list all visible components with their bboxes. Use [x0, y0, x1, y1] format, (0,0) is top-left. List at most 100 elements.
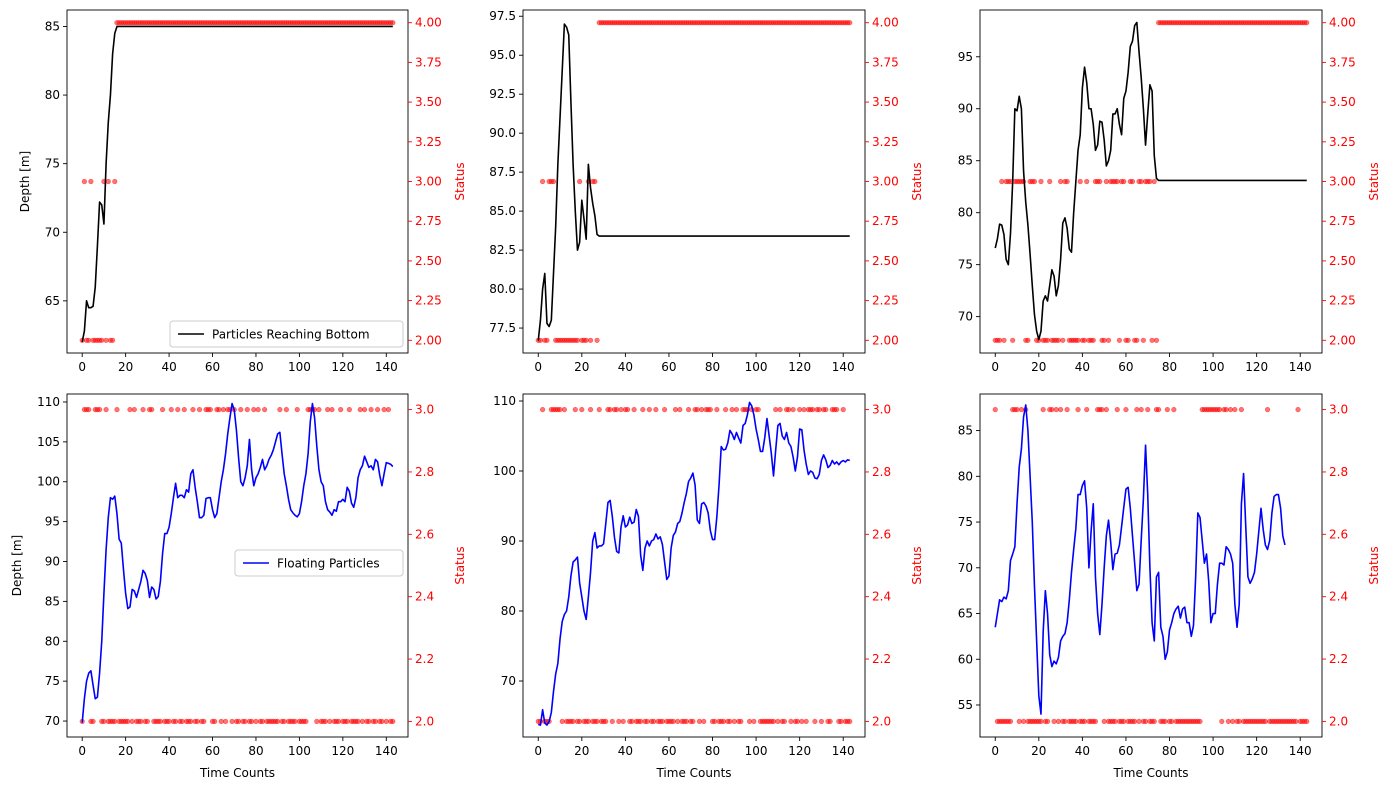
status-point [1217, 406, 1223, 413]
status-point [112, 718, 118, 725]
status-point [218, 718, 224, 725]
y-right-tick-label: 2.50 [1329, 254, 1356, 268]
y-right-tick-label: 2.50 [872, 254, 899, 268]
y-left-tick-label: 75 [45, 157, 60, 171]
status-point [96, 406, 103, 413]
y-left-tick-label: 75 [958, 258, 973, 272]
y-left-tick-label: 87.5 [489, 165, 516, 179]
status-point [1147, 178, 1153, 185]
status-point [1132, 718, 1138, 725]
status-point [572, 406, 578, 413]
status-point [594, 718, 600, 725]
legend: Floating Particles [234, 549, 404, 577]
status-point [999, 178, 1005, 185]
y-left-tick-label: 80 [501, 604, 516, 618]
status-point [212, 718, 218, 725]
x-tick-label: 140 [375, 360, 398, 374]
status-point [1129, 178, 1136, 185]
status-point [579, 406, 585, 413]
status-point [587, 406, 594, 413]
status-point [1153, 337, 1160, 343]
status-point [577, 178, 583, 185]
x-tick-label: 120 [331, 744, 354, 758]
x-tick-label: 60 [661, 744, 676, 758]
status-point [1062, 718, 1068, 725]
status-point [592, 178, 598, 185]
y-right-tick-label: 2.25 [415, 294, 442, 308]
status-point [1053, 406, 1059, 413]
status-point [1016, 718, 1022, 725]
y-left-tick-label: 110 [493, 394, 516, 408]
y-left-tick-label: 77.5 [489, 321, 516, 335]
status-scatter [79, 406, 396, 725]
status-point [603, 718, 609, 725]
status-point [618, 406, 624, 413]
y-right-tick-label: 2.2 [1329, 652, 1348, 666]
status-point [357, 406, 363, 413]
status-point [609, 718, 615, 725]
status-point [1114, 406, 1120, 413]
status-point [827, 718, 833, 725]
y-right-tick-label: 2.00 [1329, 333, 1356, 347]
status-point [379, 718, 385, 725]
status-point [385, 406, 392, 413]
status-point [90, 718, 96, 725]
x-tick-label: 40 [161, 360, 176, 374]
status-point [1136, 718, 1142, 725]
y-right-axis-label: Status [1367, 546, 1381, 584]
status-point [314, 718, 320, 725]
y-left-tick-label: 60 [958, 652, 973, 666]
x-tick-label: 80 [248, 744, 263, 758]
subplot-3: 0 20 40 60 80 100 120 140 70 75 80 85 90 95 2.00 2.25 2.… [958, 9, 1381, 374]
y-left-tick-label: 85 [958, 154, 973, 168]
status-point [374, 406, 381, 413]
x-tick-label: 120 [1245, 744, 1268, 758]
status-point [131, 406, 137, 413]
status-point [1055, 718, 1062, 725]
status-point [159, 406, 166, 413]
status-point [847, 20, 853, 26]
status-point [244, 406, 250, 413]
status-point [1007, 718, 1014, 725]
status-point [594, 337, 600, 343]
status-point [775, 718, 781, 725]
depth-line [537, 23, 850, 341]
status-point [544, 337, 550, 343]
status-point [1227, 406, 1234, 413]
y-right-tick-label: 2.00 [872, 333, 899, 347]
status-point [275, 718, 281, 725]
status-point [561, 406, 567, 413]
status-point [344, 718, 350, 725]
status-point [1219, 718, 1225, 725]
status-point [729, 406, 735, 413]
status-point [105, 178, 111, 185]
status-point [220, 406, 226, 413]
status-point [181, 406, 187, 413]
status-point [1092, 718, 1099, 725]
y-right-tick-label: 2.6 [1329, 527, 1348, 541]
status-point [1151, 178, 1157, 185]
x-tick-label: 0 [78, 360, 86, 374]
status-point [694, 406, 700, 413]
status-point [1084, 178, 1090, 185]
y-right-tick-label: 3.25 [872, 135, 899, 149]
status-point [253, 718, 259, 725]
status-point [722, 406, 729, 413]
status-point [99, 337, 105, 343]
y-left-tick-label: 105 [37, 435, 60, 449]
status-point [1232, 406, 1238, 413]
status-point [583, 337, 589, 343]
status-point [1075, 406, 1081, 413]
status-point [259, 718, 266, 725]
y-left-tick-label: 90.0 [489, 126, 516, 140]
x-tick-label: 40 [1075, 744, 1090, 758]
status-point [777, 406, 783, 413]
status-point [640, 406, 646, 413]
status-point [1140, 337, 1146, 343]
status-point [355, 718, 361, 725]
status-point [1101, 337, 1107, 343]
legend: Particles Reaching Bottom [169, 320, 404, 348]
status-point [540, 406, 546, 413]
y-left-axis-label: Depth [m] [10, 535, 24, 596]
y-right-tick-label: 3.75 [872, 55, 899, 69]
